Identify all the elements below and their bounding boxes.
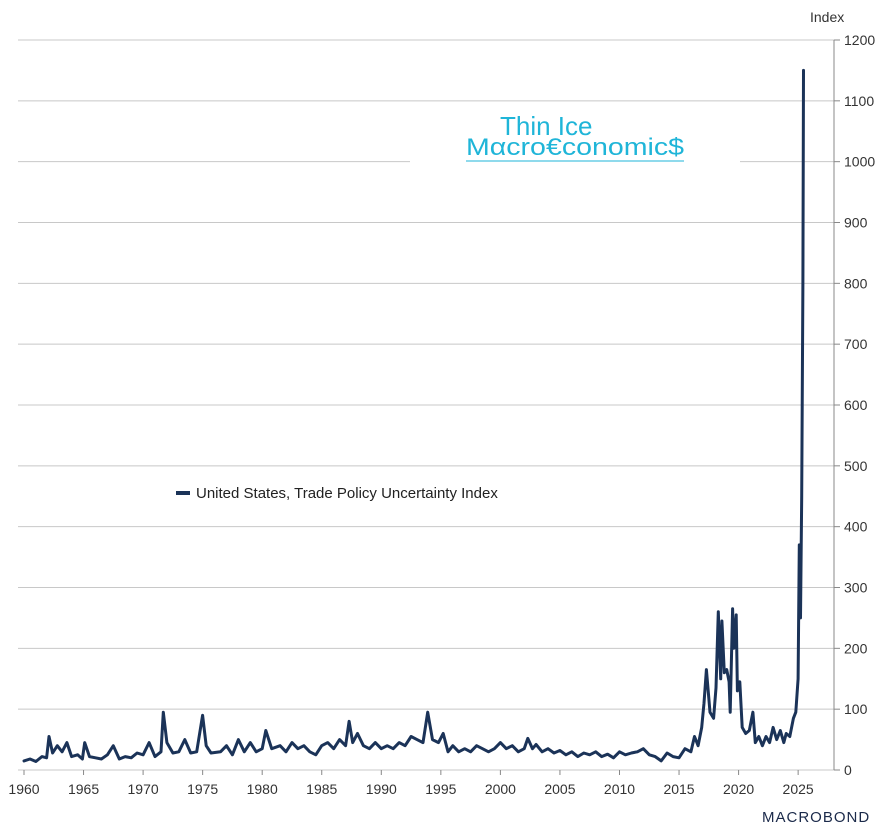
y-tick-label: 1100 bbox=[844, 93, 874, 109]
y-tick-label: 0 bbox=[844, 762, 852, 778]
y-tick-label: 1200 bbox=[844, 32, 875, 48]
x-tick-label: 1980 bbox=[247, 781, 278, 797]
x-tick-label: 1965 bbox=[68, 781, 99, 797]
legend-label: United States, Trade Policy Uncertainty … bbox=[196, 485, 498, 502]
y-tick-label: 200 bbox=[844, 640, 868, 656]
x-tick-label: 2000 bbox=[485, 781, 516, 797]
series-line-trade-policy-uncertainty bbox=[22, 68, 805, 763]
y-tick-label: 500 bbox=[844, 458, 868, 474]
x-tick-label: 1960 bbox=[8, 781, 39, 797]
y-tick-label: 700 bbox=[844, 336, 868, 352]
x-tick-label: 1985 bbox=[306, 781, 337, 797]
y-tick-label: 800 bbox=[844, 275, 868, 291]
x-tick-label: 1970 bbox=[128, 781, 159, 797]
x-tick-label: 2015 bbox=[663, 781, 694, 797]
x-tick-label: 1975 bbox=[187, 781, 218, 797]
x-tick-label: 2020 bbox=[723, 781, 754, 797]
y-tick-label: 300 bbox=[844, 580, 868, 596]
y-tick-label: 900 bbox=[844, 215, 868, 231]
brand-logo: Thin Ice Mαcro€conomic$ bbox=[410, 108, 740, 172]
brand-line-1: Thin Ice bbox=[500, 111, 593, 141]
x-tick-label: 2025 bbox=[783, 781, 814, 797]
y-axis-unit-label: Index bbox=[810, 9, 844, 25]
macrobond-logo: MACROBOND bbox=[762, 809, 870, 826]
x-tick-label: 2005 bbox=[544, 781, 575, 797]
x-tick-label: 2010 bbox=[604, 781, 635, 797]
y-tick-label: 1000 bbox=[844, 154, 875, 170]
y-tick-label: 100 bbox=[844, 701, 868, 717]
y-axis: 0 100 200 300 400 500 600 700 800 900 1000 1100 1200 bbox=[833, 32, 875, 778]
gridlines bbox=[18, 39, 834, 771]
y-tick-label: 600 bbox=[844, 397, 868, 413]
x-tick-label: 1995 bbox=[425, 781, 456, 797]
legend: United States, Trade Policy Uncertainty … bbox=[176, 485, 498, 502]
brand-line-2: Mαcro€conomic$ bbox=[466, 134, 684, 161]
x-axis: 1960 1965 1970 1975 1980 1985 1990 1995 2000 2005… bbox=[8, 770, 814, 797]
x-tick-label: 1990 bbox=[366, 781, 397, 797]
y-tick-label: 400 bbox=[844, 519, 868, 535]
